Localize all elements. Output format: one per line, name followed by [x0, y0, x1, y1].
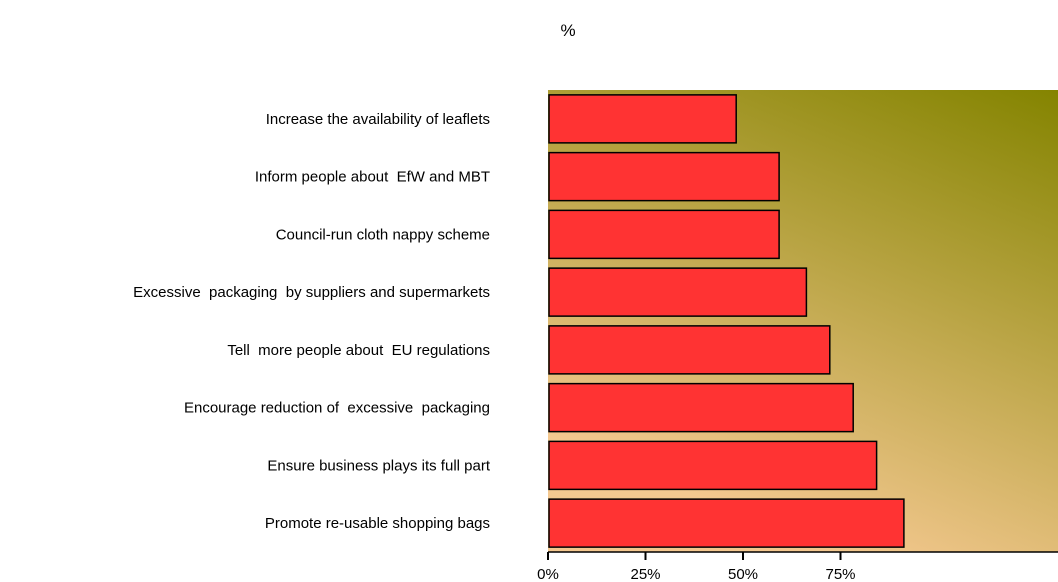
bar — [548, 151, 780, 202]
x-tick-label: 75% — [825, 566, 855, 582]
x-tick-label: 25% — [630, 566, 660, 582]
category-label: Encourage reduction of excessive packagi… — [184, 400, 490, 417]
bar — [548, 498, 905, 548]
chart-title: % — [560, 21, 575, 40]
bar — [548, 94, 737, 144]
bar — [548, 440, 878, 491]
x-axis: 0% 25% 50% 75% — [537, 551, 1058, 582]
category-labels: Increase the availability of leaflets Inf… — [133, 111, 491, 532]
category-label: Tell more people about EU regulations — [227, 342, 490, 359]
category-label: Inform people about EfW and MBT — [255, 169, 490, 186]
bar — [548, 267, 808, 317]
category-label: Excessive packaging by suppliers and sup… — [133, 284, 490, 301]
category-label: Council-run cloth nappy scheme — [276, 226, 490, 243]
category-label: Promote re-usable shopping bags — [265, 515, 490, 532]
bar — [548, 325, 831, 375]
category-label: Ensure business plays its full part — [267, 457, 490, 474]
x-tick-label: 0% — [537, 566, 559, 582]
bars-layer — [548, 94, 905, 548]
bar — [548, 382, 854, 433]
x-tick-label: 50% — [728, 566, 758, 582]
category-label: Increase the availability of leaflets — [266, 111, 490, 128]
bar — [548, 209, 780, 260]
